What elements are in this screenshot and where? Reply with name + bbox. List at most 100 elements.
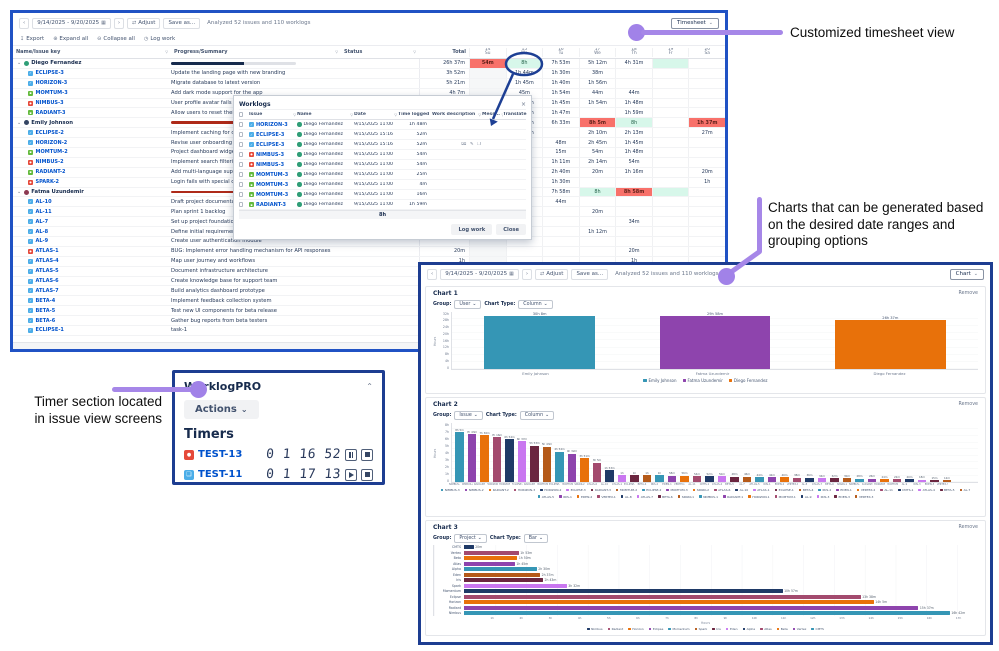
day-cell[interactable]	[651, 187, 689, 197]
issue-name-cell[interactable]: ECLIPSE-2	[13, 128, 171, 137]
legend-item[interactable]: ECLIPSE-1	[774, 488, 794, 492]
legend-item[interactable]: SPARK-1	[677, 495, 694, 499]
issue-name-cell[interactable]: HORIZON-2	[13, 138, 171, 147]
row-action-icons[interactable]: ⌧ ✎ ❐	[461, 142, 482, 147]
day-cell[interactable]: 8h	[615, 118, 652, 128]
legend-item[interactable]: Eden	[725, 627, 738, 631]
close-icon[interactable]: ×	[520, 100, 526, 108]
issue-key-link[interactable]: ECLIPSE-3	[256, 131, 285, 138]
issue-row[interactable]: ATLAS-4 Map user journey and workflows 1h 1…	[13, 256, 725, 267]
pause-button[interactable]	[345, 448, 357, 461]
day-cell[interactable]: 1h 12m	[578, 227, 616, 237]
day-cell[interactable]	[688, 148, 725, 157]
day-cell[interactable]: 1h	[615, 256, 652, 266]
legend-item[interactable]: HORIZON-2	[540, 488, 561, 492]
issue-key-link[interactable]: MOMTUM-3	[256, 191, 289, 198]
day-cell[interactable]	[688, 256, 725, 266]
day-cell[interactable]	[651, 167, 689, 177]
issue-key-link[interactable]: NIMBUS-3	[35, 100, 64, 106]
legend-item[interactable]: CMTS-1	[897, 488, 913, 492]
issue-key-link[interactable]: ECLIPSE-1	[35, 327, 64, 334]
legend-item[interactable]: Vertex	[792, 627, 806, 631]
day-cell[interactable]	[542, 246, 579, 256]
worklog-row[interactable]: MOMTUM-3 Diego Fernandez 9/15/2025 11:00 16…	[239, 190, 526, 200]
log-work-button[interactable]: ◷ Log work	[143, 36, 176, 42]
column-header-status[interactable]: Status ▽	[344, 49, 416, 55]
legend-item[interactable]: ATLAS-7	[636, 495, 653, 499]
legend-item[interactable]: AL-11	[880, 488, 893, 492]
adjust-button[interactable]: ⇄ Adjust	[127, 17, 161, 29]
day-cell[interactable]: 1h 54m	[542, 88, 579, 98]
day-cell[interactable]: 8h	[578, 187, 616, 197]
legend-item[interactable]: Momentum	[668, 627, 690, 631]
checkbox-cell[interactable]	[239, 132, 249, 137]
filter-icon[interactable]: ▽	[165, 50, 168, 54]
issue-key-link[interactable]: AL-8	[35, 228, 49, 235]
remove-chart-link[interactable]: Remove	[958, 525, 978, 530]
issue-name-cell[interactable]: BETA-5	[13, 306, 171, 315]
issue-name-cell[interactable]: BETA-4	[13, 296, 171, 305]
day-cell[interactable]	[688, 108, 725, 118]
day-cell[interactable]	[651, 177, 689, 187]
next-week-button[interactable]: ›	[521, 268, 533, 280]
day-cell[interactable]	[651, 68, 689, 78]
day-cell[interactable]	[615, 197, 652, 207]
group-name-cell[interactable]: ⌄ Diego Fernandez	[13, 59, 171, 68]
worklog-issue[interactable]: NIMBUS-3	[249, 162, 297, 168]
checkbox[interactable]	[239, 202, 244, 207]
day-cell[interactable]	[688, 78, 725, 88]
day-cell[interactable]: 2h 14m	[578, 157, 616, 167]
day-cell[interactable]	[688, 98, 725, 108]
day-cell[interactable]	[542, 227, 579, 237]
day-cell[interactable]	[578, 108, 616, 118]
remove-chart-link[interactable]: Remove	[958, 402, 978, 407]
legend-item[interactable]: IRIS-1	[559, 495, 572, 499]
issue-name-cell[interactable]: AL-10	[13, 197, 171, 206]
day-cell[interactable]	[651, 118, 689, 128]
legend-item[interactable]: IRIS-2	[818, 488, 831, 492]
date-range-picker[interactable]: 9/14/2025 - 9/20/2025 ▦	[440, 268, 519, 280]
legend-item[interactable]: Iris	[712, 627, 721, 631]
day-cell[interactable]: 54m	[615, 157, 652, 167]
chart-type-select[interactable]: Column ⌄	[518, 299, 553, 309]
legend-item[interactable]: Atlas	[760, 627, 772, 631]
day-cell[interactable]: 44m	[578, 88, 616, 98]
worklogs-col-description[interactable]: Work description ▽	[432, 112, 481, 117]
day-cell[interactable]: 1h 59m	[615, 108, 652, 118]
actions-button[interactable]: Actions ⌄	[184, 400, 259, 419]
worklog-row[interactable]: ECLIPSE-3 Diego Fernandez 9/15/2025 15:16 5…	[239, 130, 526, 140]
day-cell[interactable]	[688, 227, 725, 237]
day-column-header[interactable]: 17 We	[578, 47, 616, 57]
day-cell[interactable]	[542, 256, 579, 266]
filter-icon[interactable]: ▽	[350, 112, 353, 117]
day-cell[interactable]: 2h 45m	[578, 138, 616, 148]
checkbox[interactable]	[239, 122, 244, 127]
checkbox-cell[interactable]	[239, 172, 249, 177]
stop-button[interactable]	[361, 448, 373, 461]
day-cell[interactable]	[578, 256, 616, 266]
day-cell[interactable]	[615, 207, 652, 217]
legend-item[interactable]: VERTEX-3	[854, 495, 873, 499]
day-cell[interactable]: 2h 40m	[542, 167, 579, 177]
save-as-button[interactable]: Save as...	[571, 268, 609, 280]
day-cell[interactable]: 1h	[688, 177, 725, 187]
day-cell[interactable]: 4h 31m	[615, 59, 652, 68]
issue-key-link[interactable]: MOMTUM-2	[35, 149, 68, 156]
legend-item[interactable]: RADIANT-2	[488, 488, 509, 492]
legend-item[interactable]: VERTEX-1	[597, 495, 616, 499]
worklog-issue[interactable]: RADIANT-3	[249, 202, 297, 208]
day-cell[interactable]	[688, 207, 725, 217]
chevron-down-icon[interactable]: ⌄	[17, 119, 22, 126]
day-cell[interactable]	[688, 68, 725, 78]
day-cell[interactable]	[469, 88, 506, 98]
issue-key-link[interactable]: ATLAS-5	[35, 268, 59, 275]
group-name-cell[interactable]: ⌄ Fatma Uzundemir	[13, 188, 171, 197]
day-cell[interactable]: 1h 45m	[542, 98, 579, 108]
day-cell[interactable]	[469, 256, 506, 266]
day-cell[interactable]: 8h 5m	[578, 118, 616, 128]
day-cell[interactable]	[505, 237, 543, 246]
filter-icon[interactable]: ▽	[413, 50, 416, 54]
log-work-button[interactable]: Log work	[451, 224, 493, 235]
legend-item[interactable]: NIMBUS-3	[440, 488, 460, 492]
issue-name-cell[interactable]: MOMTUM-2	[13, 148, 171, 157]
